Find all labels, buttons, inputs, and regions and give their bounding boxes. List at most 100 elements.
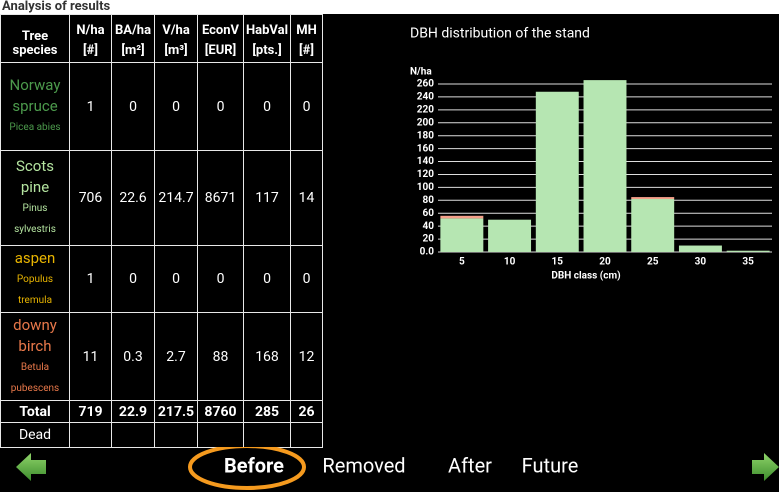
total-cell: 217.5: [154, 400, 198, 423]
bar-segment: [583, 80, 627, 252]
title-bar: Analysis of results: [0, 0, 779, 14]
nav-bar: Before Removed After Future: [16, 447, 779, 490]
header-label: HabVal: [245, 23, 289, 38]
header-unit: [EUR]: [204, 43, 237, 58]
bar-segment: [440, 218, 484, 252]
species-cell: Norway spruce Picea abies: [0, 62, 70, 151]
header-cell: Tree species: [0, 14, 70, 63]
header-label: Tree species: [12, 29, 58, 58]
value-cell: 0.3: [111, 312, 155, 401]
chart: DBH distribution of the stand N/ha DBH c…: [410, 26, 772, 282]
header-unit: [m²]: [121, 43, 145, 58]
total-cell: 8760: [197, 400, 244, 423]
y-tick-label: 40: [423, 221, 435, 232]
bar-segment: [631, 197, 675, 200]
y-tick-label: 260: [417, 79, 434, 90]
x-axis-label: DBH class (cm): [551, 270, 620, 282]
header-label: N/ha: [76, 23, 105, 38]
species-row: Norway spruce Picea abies 1 0 0 0 0 0: [0, 62, 323, 151]
value-cell: 0: [290, 62, 323, 151]
header-label: EconV: [201, 23, 240, 38]
value-cell: 0: [197, 245, 244, 313]
y-tick-label: 160: [417, 143, 434, 154]
header-label: MH: [296, 23, 317, 38]
dead-label: Dead: [0, 422, 70, 448]
header-label: V/ha: [162, 23, 190, 38]
bar-segment: [535, 91, 579, 252]
next-arrow[interactable]: [752, 453, 779, 481]
value-cell: 214.7: [154, 150, 198, 246]
common-name: Scots pine: [16, 157, 54, 196]
x-tick-label: 30: [695, 257, 707, 268]
y-tick-label: 220: [417, 104, 434, 115]
value-cell: 1: [69, 62, 112, 151]
bar-segment: [726, 250, 770, 252]
y-tick-label: 240: [417, 92, 434, 103]
dead-cell: [111, 422, 155, 448]
bar-segment: [440, 215, 484, 219]
x-tick-label: 35: [742, 257, 754, 268]
value-cell: 0: [243, 245, 291, 313]
common-name: Norway spruce: [9, 76, 61, 115]
value-cell: 706: [69, 150, 112, 246]
total-cell: 285: [243, 400, 291, 423]
common-name: aspen: [14, 248, 56, 267]
header-cell: HabVal [pts.]: [243, 14, 291, 63]
x-tick-label: 10: [504, 257, 516, 268]
species-cell: aspen Populus tremula: [0, 245, 70, 313]
header-cell: MH [#]: [290, 14, 323, 63]
bar-segment: [631, 199, 675, 252]
dead-cell: [154, 422, 198, 448]
latin-name: Populus tremula: [16, 273, 54, 306]
y-tick-label: 180: [417, 130, 434, 141]
value-cell: 0: [197, 62, 244, 151]
total-row: Total 719 22.9 217.5 8760 285 26: [0, 400, 323, 423]
header-unit: [m³]: [164, 43, 188, 58]
species-row: Scots pine Pinus sylvestris 706 22.6 214.7 86…: [0, 150, 323, 246]
latin-name: Picea abies: [9, 122, 61, 133]
value-cell: 88: [197, 312, 244, 401]
dead-cell: [69, 422, 112, 448]
value-cell: 0: [243, 62, 291, 151]
species-cell: downy birch Betula pubescens: [0, 312, 70, 401]
nav-button[interactable]: Before: [224, 453, 284, 477]
chart-title: DBH distribution of the stand: [410, 26, 590, 42]
value-cell: 8671: [197, 150, 244, 246]
value-cell: 22.6: [111, 150, 155, 246]
value-cell: 1: [69, 245, 112, 313]
y-tick-label: 200: [417, 117, 434, 128]
header-row: Tree species N/ha [#] BA/ha [m²] V/ha [m³] Econ…: [0, 14, 323, 63]
common-name: downy birch: [13, 315, 57, 355]
bar-segment: [488, 219, 532, 252]
y-tick-label: 60: [423, 208, 435, 219]
header-cell: V/ha [m³]: [154, 14, 198, 63]
x-tick-label: 5: [459, 257, 465, 268]
dead-row: Dead: [0, 422, 323, 448]
value-cell: 2.7: [154, 312, 198, 401]
y-tick-label: 20: [423, 234, 435, 245]
value-cell: 168: [243, 312, 291, 401]
bar-segment: [678, 245, 722, 252]
nav-button[interactable]: Removed: [322, 453, 405, 477]
header-unit: [#]: [299, 43, 314, 58]
header-cell: N/ha [#]: [69, 14, 112, 63]
prev-arrow[interactable]: [16, 453, 46, 481]
dead-cell: [197, 422, 244, 448]
value-cell: 12: [290, 312, 323, 401]
y-tick-label: 80: [423, 195, 435, 206]
total-cell: 719: [69, 400, 112, 423]
header-cell: EconV [EUR]: [197, 14, 244, 63]
value-cell: 117: [243, 150, 291, 246]
value-cell: 14: [290, 150, 323, 246]
value-cell: 11: [69, 312, 112, 401]
latin-name: Pinus sylvestris: [14, 203, 56, 235]
nav-button[interactable]: Future: [522, 453, 579, 477]
nav-button[interactable]: After: [448, 453, 492, 477]
y-tick-label: 100: [417, 182, 434, 193]
dead-cell: [290, 422, 323, 448]
value-cell: 0: [290, 245, 323, 313]
value-cell: 0: [154, 62, 198, 151]
highlight-ring: [188, 447, 306, 490]
x-tick-label: 25: [647, 257, 659, 268]
